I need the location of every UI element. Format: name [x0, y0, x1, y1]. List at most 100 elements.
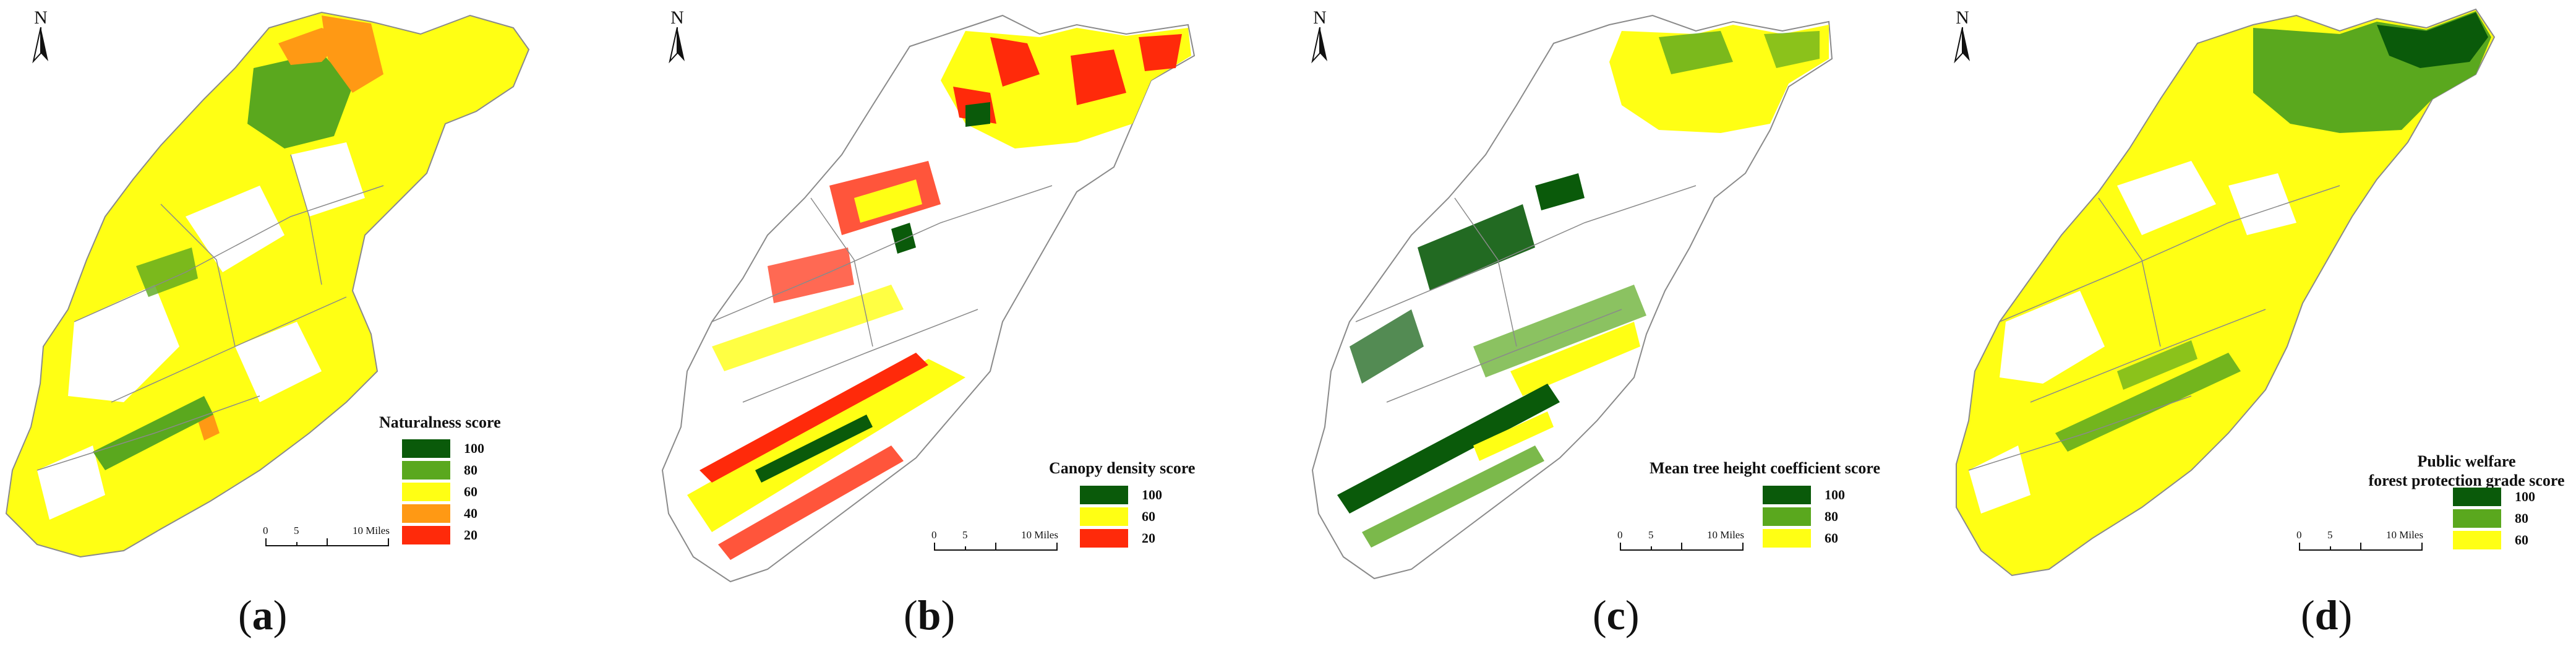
- legend-label: 60: [1825, 530, 1838, 546]
- legend-label: 40: [464, 506, 477, 521]
- map-panel-c: N Mean tree height coefficient score 100…: [1288, 0, 1932, 654]
- scale-label: 5: [2327, 529, 2333, 541]
- legend-swatch: [2453, 488, 2501, 506]
- map-d: [1956, 8, 2496, 577]
- canopy-20-zone: [1071, 49, 1126, 105]
- scale-bar-graphic: [1620, 543, 1744, 551]
- mean-height-60-zone: [1510, 322, 1640, 396]
- naturalness-40-zone: [322, 15, 383, 93]
- north-arrow-icon: [1954, 27, 1970, 64]
- legend-label: 20: [1142, 530, 1155, 546]
- north-arrow: N: [22, 9, 59, 67]
- region-outline: [5, 11, 530, 558]
- legend-title: Mean tree height coefficient score: [1650, 459, 1881, 477]
- north-arrow: N: [659, 9, 696, 67]
- district-boundary: [1355, 185, 1697, 403]
- legend-row: 100: [402, 439, 484, 458]
- district-boundary: [711, 185, 1053, 403]
- scale-label: 5: [962, 529, 968, 541]
- north-label: N: [670, 7, 684, 28]
- legend-row: 20: [402, 526, 477, 544]
- legend-swatch: [1080, 529, 1128, 548]
- map-b: [661, 14, 1196, 583]
- scale-label: 5: [294, 525, 299, 536]
- north-arrow-icon: [669, 27, 685, 64]
- canopy-60-zone: [712, 285, 904, 371]
- north-arrow-icon: [32, 27, 48, 64]
- legend-label: 100: [2515, 489, 2535, 504]
- mean-height-100-zone: [1337, 384, 1560, 514]
- scale-label: 0: [2296, 529, 2302, 541]
- mean-height-80-zone: [1473, 285, 1646, 377]
- legend-label: 80: [1825, 509, 1838, 524]
- scale-bar: 0 5 10 Miles: [263, 525, 393, 549]
- map-panel-a: N Naturalness score 100 80 60 40 20 0 5 …: [0, 0, 644, 654]
- protection-80-zone: [2055, 353, 2241, 452]
- legend-swatch: [402, 439, 450, 458]
- legend-label: 100: [1142, 487, 1162, 502]
- non-forest-area: [2117, 161, 2216, 235]
- legend-row: 80: [2453, 509, 2528, 528]
- canopy-60-zone: [854, 179, 922, 223]
- legend-title-line: Public welfare: [2417, 452, 2516, 470]
- non-forest-area: [1969, 445, 2030, 514]
- north-label: N: [1313, 7, 1327, 28]
- naturalness-80-zone: [93, 396, 213, 470]
- legend-swatch: [402, 504, 450, 523]
- mean-height-80-zone: [1659, 31, 1733, 74]
- legend-row: 60: [1763, 529, 1838, 548]
- north-arrow: N: [1301, 9, 1338, 67]
- canopy-20-zone: [718, 445, 904, 560]
- non-forest-area: [68, 285, 179, 402]
- legend-label: 100: [464, 441, 484, 456]
- legend-row: 60: [402, 483, 477, 501]
- canopy-20-zone: [1139, 34, 1182, 71]
- legend-swatch: [1080, 507, 1128, 526]
- canopy-100-zone: [891, 223, 916, 254]
- scale-bar: 0 5 10 Miles: [931, 529, 1061, 554]
- legend-swatch: [1080, 486, 1128, 504]
- legend-row: 80: [1763, 507, 1838, 526]
- legend-title: Canopy density score: [1049, 459, 1196, 477]
- legend-swatch: [2453, 531, 2501, 549]
- legend-swatch: [402, 526, 450, 544]
- mean-height-100-zone: [1418, 204, 1535, 291]
- map-panel-d: N Public welfare forest protection grade…: [1932, 0, 2575, 654]
- non-forest-area: [186, 186, 285, 272]
- scale-label: 0: [1617, 529, 1623, 541]
- legend-swatch: [402, 461, 450, 480]
- non-forest-area: [2000, 291, 2105, 384]
- legend-label: 60: [2515, 532, 2528, 548]
- legend-label: 100: [1825, 487, 1845, 502]
- legend-row: 100: [2453, 488, 2535, 506]
- scale-label: 5: [1648, 529, 1654, 541]
- panel-caption: (c): [1593, 592, 1640, 639]
- protection-80-zone: [2117, 340, 2197, 390]
- panel-caption: (b): [904, 592, 956, 639]
- map-a: [5, 11, 530, 558]
- scale-bar-graphic: [934, 543, 1058, 551]
- canopy-20-zone: [990, 37, 1040, 87]
- scale-label: 10 Miles: [2386, 529, 2423, 541]
- legend-swatch: [1763, 507, 1811, 526]
- north-arrow-icon: [1311, 27, 1327, 64]
- legend-label: 60: [464, 484, 477, 499]
- legend-title-line: forest protection grade score: [2368, 471, 2565, 489]
- legend-swatch: [402, 483, 450, 501]
- scale-bar-graphic: [2299, 543, 2423, 551]
- district-boundary: [1968, 185, 2340, 471]
- map-panel-b: N Canopy density score 100 60 20 0 5 10 …: [644, 0, 1288, 654]
- legend-row: 100: [1080, 486, 1162, 504]
- legend-swatch: [1763, 529, 1811, 548]
- canopy-100-zone: [755, 415, 873, 483]
- mean-height-100-zone: [1535, 173, 1585, 210]
- scale-label: 0: [931, 529, 937, 541]
- district-boundary: [36, 154, 384, 471]
- legend-row: 60: [1080, 507, 1155, 526]
- legend-swatch: [1763, 486, 1811, 504]
- non-forest-area: [2228, 173, 2296, 235]
- scale-label: 10 Miles: [1707, 529, 1744, 541]
- scale-label: 0: [263, 525, 268, 536]
- north-label: N: [34, 7, 48, 28]
- non-forest-area: [235, 322, 322, 402]
